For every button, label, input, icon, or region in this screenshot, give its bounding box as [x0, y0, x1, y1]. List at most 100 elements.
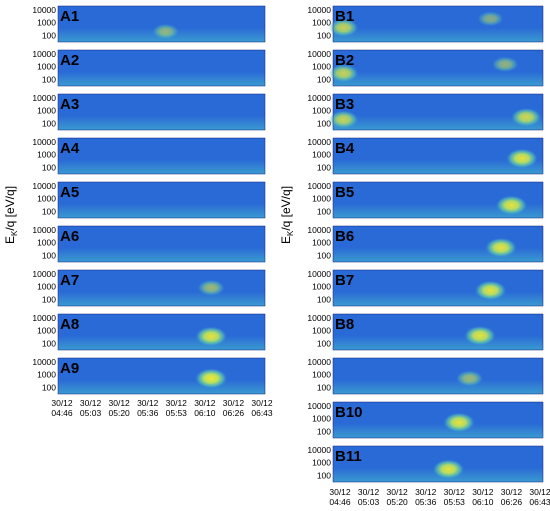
left-panel-7: 10000 1000 100 A7 — [32, 269, 266, 307]
x-tick-time: 05:03 — [358, 497, 380, 507]
y-tick-label: 100 — [42, 338, 56, 348]
left-panel-1: 10000 1000 100 A1 — [32, 5, 266, 43]
y-axis-title-right: EK/q [eV/q] — [279, 186, 295, 244]
panel-background — [333, 94, 543, 130]
flux-blob — [197, 279, 225, 296]
panel-frame — [332, 225, 544, 263]
left-column-panels: 100001000100A1100001000100A2100001000100… — [32, 5, 266, 395]
right-panel-9: 10000 1000 100 — [307, 357, 544, 395]
x-tick-time: 06:10 — [194, 408, 216, 418]
y-tick-label: 10000 — [32, 181, 56, 191]
panel-frame — [57, 269, 266, 307]
y-tick-label: 1000 — [312, 458, 331, 468]
y-tick-label: 100 — [317, 74, 331, 84]
y-tick-label: 1000 — [312, 326, 331, 336]
y-tick-label: 100 — [317, 250, 331, 260]
panel-label: B6 — [335, 228, 354, 245]
y-tick-label: 1000 — [312, 194, 331, 204]
y-tick-label: 1000 — [312, 370, 331, 380]
y-tick-label: 1000 — [312, 18, 331, 28]
flux-blob — [485, 237, 517, 258]
right-panel-5: 10000 1000 100 B5 — [307, 181, 544, 219]
y-tick-label: 1000 — [312, 150, 331, 160]
flux-blob — [511, 108, 542, 127]
y-tick-label: 1000 — [312, 62, 331, 72]
left-panel-4: 10000 1000 100 A4 — [32, 137, 266, 175]
y-tick-label: 10000 — [307, 313, 331, 323]
panel-background — [58, 182, 265, 218]
y-tick-label: 100 — [317, 118, 331, 128]
y-tick-label: 100 — [42, 294, 56, 304]
panel-frame — [57, 225, 266, 263]
panel-label: A9 — [60, 360, 79, 377]
panel-background — [58, 138, 265, 174]
left-panel-6: 10000 1000 100 A6 — [32, 225, 266, 263]
y-tick-label: 100 — [317, 294, 331, 304]
panel-label: A1 — [60, 8, 79, 25]
y-tick-label: 100 — [42, 30, 56, 40]
y-tick-label: 10000 — [307, 445, 331, 455]
y-tick-label: 10000 — [307, 137, 331, 147]
panel-label: B5 — [335, 184, 354, 201]
y-tick-label: 100 — [317, 206, 331, 216]
x-tick-time: 06:26 — [223, 408, 245, 418]
y-tick-label: 1000 — [37, 150, 56, 160]
panel-label: B2 — [335, 52, 354, 69]
x-tick-time: 05:53 — [166, 408, 188, 418]
x-tick-time: 04:46 — [51, 408, 73, 418]
panel-frame — [332, 137, 544, 175]
right-panel-7: 10000 1000 100 B7 — [307, 269, 544, 307]
x-tick-date: 30/12 — [444, 487, 466, 497]
x-tick-time: 05:20 — [387, 497, 409, 507]
panel-frame — [332, 181, 544, 219]
y-tick-label: 1000 — [312, 414, 331, 424]
y-tick-label: 10000 — [32, 313, 56, 323]
y-tick-label: 100 — [42, 206, 56, 216]
x-tick-date: 30/12 — [358, 487, 380, 497]
y-tick-label: 1000 — [37, 62, 56, 72]
flux-blob — [443, 412, 475, 433]
panel-background — [58, 314, 265, 350]
x-tick-date: 30/12 — [251, 398, 273, 408]
y-tick-label: 100 — [317, 338, 331, 348]
right-panel-3: 10000 1000 100 B3 — [307, 93, 544, 131]
flux-blob — [195, 368, 228, 389]
panel-frame — [57, 93, 266, 131]
panel-background — [58, 226, 265, 262]
flux-blob — [491, 56, 519, 73]
x-tick-time: 06:43 — [251, 408, 273, 418]
right-panel-2: 10000 1000 100 B2 — [307, 49, 544, 87]
left-panel-5: 10000 1000 100 A5 — [32, 181, 266, 219]
x-tick-date: 30/12 — [472, 487, 494, 497]
flux-blob — [495, 195, 528, 216]
panel-label: B10 — [335, 404, 363, 421]
x-tick-date: 30/12 — [51, 398, 73, 408]
y-tick-label: 1000 — [37, 370, 56, 380]
panel-background — [58, 270, 265, 306]
y-tick-label: 1000 — [312, 106, 331, 116]
left-panel-8: 10000 1000 100 A8 — [32, 313, 266, 351]
y-tick-label: 10000 — [32, 225, 56, 235]
right-panel-11: 10000 1000 100 B11 — [307, 445, 544, 483]
right-panel-4: 10000 1000 100 B4 — [307, 137, 544, 175]
panel-label: B1 — [335, 8, 354, 25]
x-tick-date: 30/12 — [329, 487, 351, 497]
y-tick-label: 10000 — [32, 93, 56, 103]
panel-background — [58, 50, 265, 86]
flux-blob — [328, 18, 359, 37]
y-tick-label: 1000 — [37, 106, 56, 116]
panel-label: A6 — [60, 228, 79, 245]
x-axis-left: 30/1204:4630/1205:0330/1205:2030/1205:36… — [51, 398, 273, 418]
y-tick-label: 1000 — [37, 18, 56, 28]
panel-label: A3 — [60, 96, 79, 113]
x-tick-time: 04:46 — [329, 497, 351, 507]
panel-frame — [57, 5, 266, 43]
panel-frame — [332, 401, 544, 439]
panel-frame — [57, 313, 266, 351]
x-tick-date: 30/12 — [415, 487, 437, 497]
y-tick-label: 100 — [317, 162, 331, 172]
panel-background — [333, 358, 543, 394]
y-tick-label: 10000 — [307, 93, 331, 103]
x-tick-time: 06:10 — [472, 497, 494, 507]
x-tick-time: 05:20 — [109, 408, 131, 418]
